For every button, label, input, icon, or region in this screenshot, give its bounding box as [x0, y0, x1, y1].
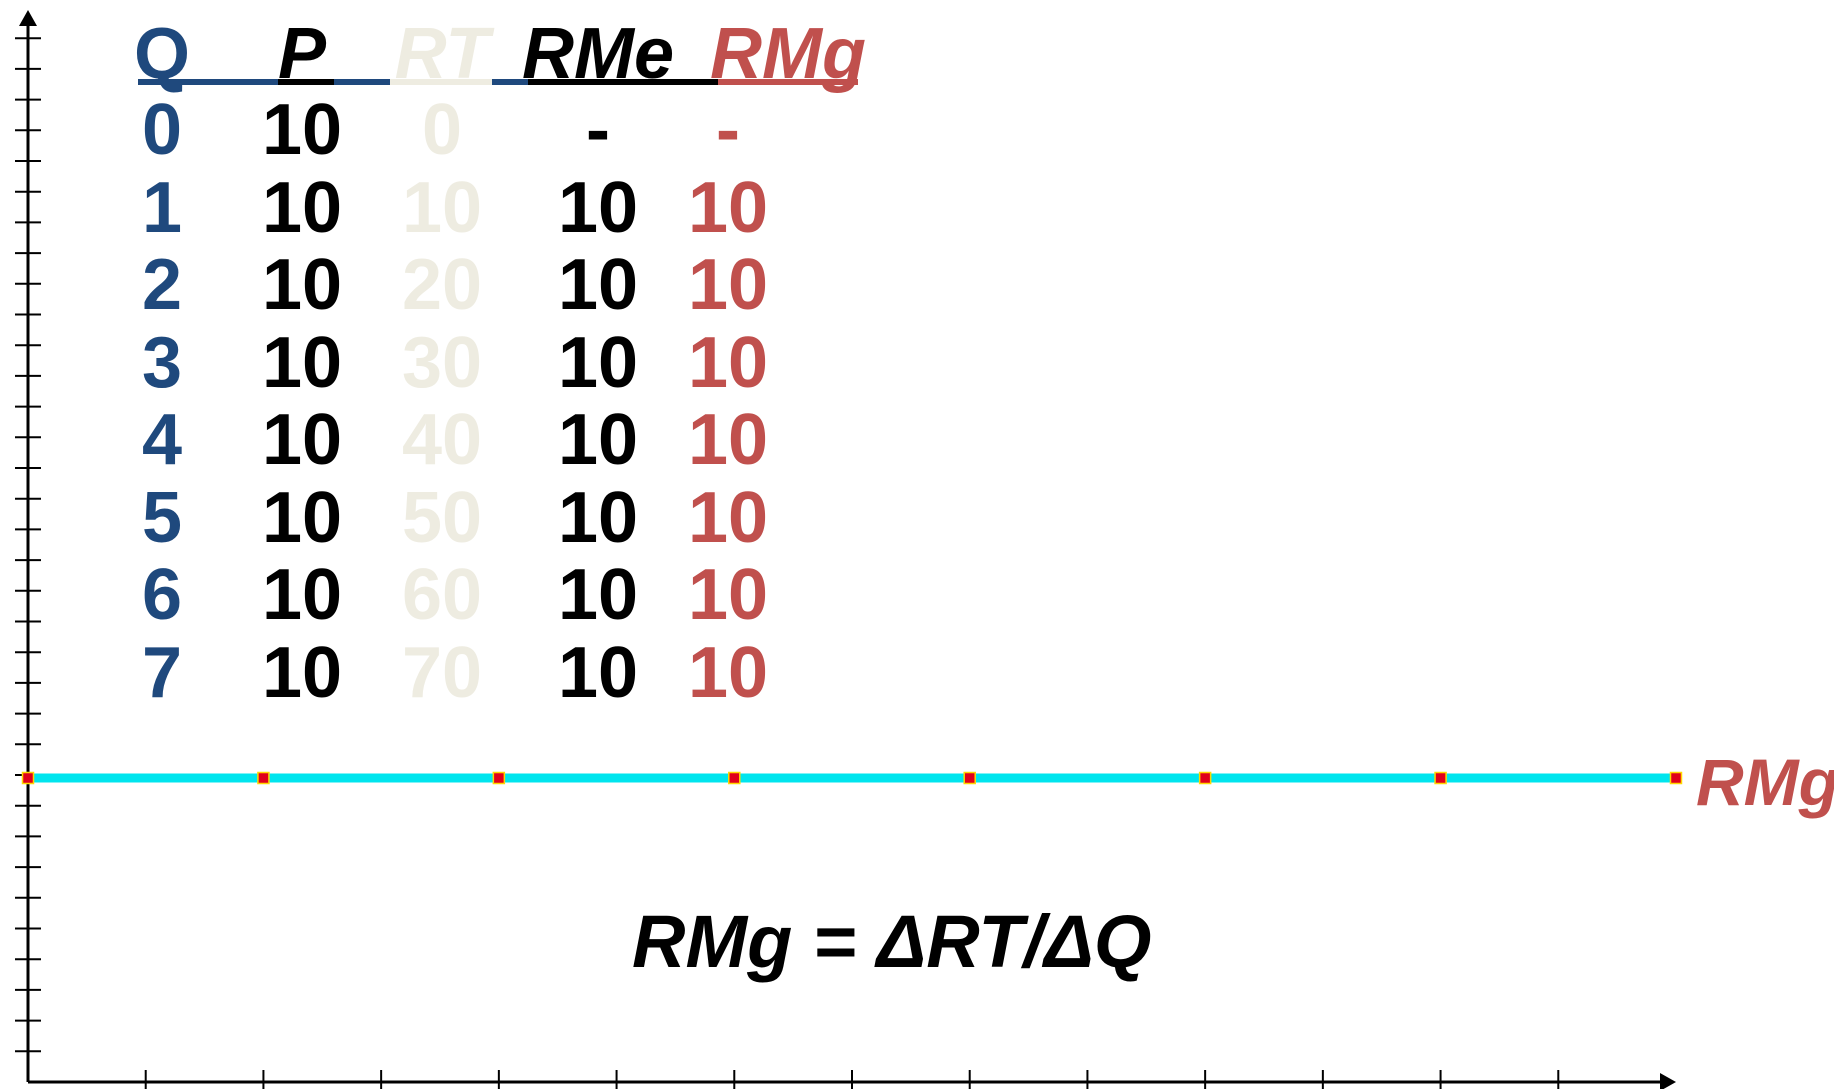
- table-cell-rme: 10: [557, 555, 639, 635]
- table-cell-rme: 10: [557, 632, 639, 713]
- table-cell-rme: 10: [557, 245, 639, 325]
- header-rme: RMe: [521, 14, 674, 94]
- table-cell-rme: -: [586, 90, 610, 170]
- data-point: [492, 771, 506, 785]
- header-underline: [528, 79, 718, 85]
- table-cell-p: 10: [261, 477, 343, 558]
- table-cell-p: 10: [261, 167, 343, 248]
- table-cell-rmg: 10: [687, 632, 769, 713]
- series-group: [21, 771, 1683, 785]
- table-cell-q: 3: [141, 322, 183, 403]
- header-underline: [492, 79, 528, 85]
- data-point: [1669, 771, 1683, 785]
- table-cell-rt: 40: [401, 400, 483, 480]
- table-cell-rmg: -: [716, 90, 740, 170]
- header-rt: RT: [394, 14, 490, 94]
- table-cell-p: 10: [261, 322, 343, 403]
- header-underline: [718, 79, 858, 85]
- table-cell-rmg: 10: [687, 322, 769, 403]
- table-cell-q: 0: [141, 90, 183, 170]
- rmg-formula: RMg = ΔRT/ΔQ: [632, 900, 1152, 983]
- rmg-curve-label: RMg: [1696, 745, 1834, 819]
- data-point: [21, 771, 35, 785]
- data-point: [1434, 771, 1447, 785]
- x-axis-arrow: [1660, 1073, 1676, 1089]
- table-cell-p: 10: [261, 245, 343, 325]
- header-p: P: [277, 14, 327, 94]
- table-cell-rme: 10: [557, 400, 639, 480]
- table-cell-rt: 60: [401, 555, 483, 635]
- table-cell-p: 10: [261, 555, 343, 635]
- header-rmg: RMg: [710, 14, 866, 94]
- table-cell-rt: 20: [401, 245, 483, 325]
- table-cell-rt: 10: [401, 167, 483, 248]
- table-cell-rt: 30: [401, 322, 483, 403]
- table-cell-q: 2: [141, 245, 183, 325]
- table-cell-rt: 50: [401, 477, 483, 558]
- table-cell-p: 10: [261, 632, 343, 713]
- header-underline: [138, 79, 278, 85]
- table-cell-rmg: 10: [687, 400, 769, 480]
- data-point: [1198, 771, 1212, 785]
- table-cell-q: 6: [141, 555, 183, 635]
- table-cell-rmg: 10: [687, 477, 769, 558]
- table-cell-rmg: 10: [687, 167, 769, 248]
- header-underline: [334, 79, 390, 85]
- data-point: [257, 771, 270, 785]
- table-cell-q: 5: [141, 477, 183, 558]
- table-cell-q: 1: [141, 167, 183, 248]
- header-underline: [390, 79, 492, 85]
- y-axis-arrow: [19, 10, 37, 26]
- table-cell-rmg: 10: [687, 245, 769, 325]
- header-underline: [278, 79, 334, 85]
- table-cell-rt: 0: [421, 90, 463, 170]
- table-cell-q: 4: [141, 400, 183, 480]
- table-cell-q: 7: [141, 632, 183, 713]
- table-cell-rt: 70: [401, 632, 483, 713]
- data-point: [963, 771, 976, 785]
- table-cell-rme: 10: [557, 477, 639, 558]
- table-cell-rmg: 10: [687, 555, 769, 635]
- table-cell-rme: 10: [557, 167, 639, 248]
- data-point: [728, 771, 741, 785]
- table-cell-p: 10: [261, 400, 343, 480]
- header-q: Q: [133, 14, 190, 94]
- table-cell-rme: 10: [557, 322, 639, 403]
- table-cell-p: 10: [261, 90, 343, 170]
